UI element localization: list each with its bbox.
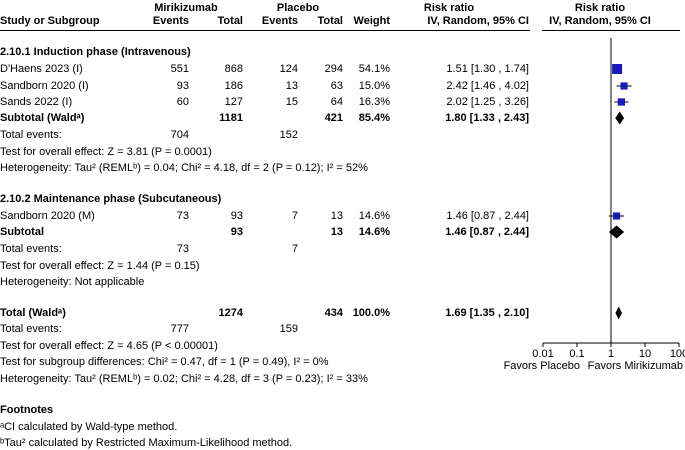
exp-total: 186 — [224, 80, 243, 92]
total-events-exp: 777 — [170, 323, 189, 335]
rr-method-header: IV, Random, 95% CI — [427, 15, 529, 27]
total-events-exp: 704 — [170, 129, 189, 141]
x-tick-label: 1 — [608, 348, 614, 360]
overall-effect-test: Test for overall effect: Z = 1.44 (P = 0… — [0, 260, 200, 272]
total-events-label: Total events: — [0, 323, 62, 335]
total-ci: 1.69 [1.35 , 2.10] — [445, 307, 529, 319]
total-events-label: Total events: — [0, 129, 62, 141]
study-name: Sands 2022 (I) — [0, 96, 73, 108]
risk-ratio-ci: 2.42 [1.46 , 4.02] — [446, 80, 529, 92]
total-weight: 100.0% — [352, 307, 390, 319]
risk-ratio-ci: 1.46 [0.87 , 2.44] — [446, 210, 529, 222]
experimental-group-header: Mirikizumab — [154, 2, 218, 14]
exp-events: 551 — [170, 63, 189, 75]
footnote-b: ᵇTau² calculated by Restricted Maximum-L… — [0, 437, 293, 449]
ctl-events-header: Events — [261, 15, 298, 27]
weight: 15.0% — [358, 80, 390, 92]
weight: 14.6% — [358, 210, 390, 222]
subtotal-ctl-total: 421 — [324, 112, 343, 124]
ctl-total: 63 — [330, 80, 343, 92]
x-tick-label: 100 — [670, 348, 685, 360]
subgroup-title: 2.10.1 Induction phase (Intravenous) — [0, 46, 191, 58]
overall-effect-test: Test for overall effect: Z = 4.65 (P < 0… — [0, 340, 218, 352]
total-events-label: Total events: — [0, 243, 62, 255]
total-events-ctl: 152 — [279, 129, 298, 141]
subtotal-exp-total: 1181 — [219, 112, 243, 124]
x-tick-label: 10 — [639, 348, 651, 360]
plot-title-header: Risk ratio — [574, 2, 626, 14]
subtotal-label: Subtotal (Waldᵃ) — [0, 112, 85, 124]
exp-events: 60 — [176, 96, 189, 108]
exp-total: 127 — [224, 96, 243, 108]
total-events-ctl: 159 — [279, 323, 298, 335]
footnotes-title: Footnotes — [0, 404, 54, 416]
ctl-events: 15 — [285, 96, 298, 108]
ctl-total: 294 — [324, 63, 343, 75]
weight-header: Weight — [353, 15, 390, 27]
header-rule-right — [542, 30, 680, 31]
exp-total: 868 — [224, 63, 243, 75]
study-name: Sandborn 2020 (I) — [0, 80, 89, 92]
ctl-events: 13 — [285, 80, 298, 92]
pooled-effect-diamond — [615, 306, 622, 320]
study-effect-marker — [613, 212, 621, 220]
study-effect-marker — [612, 64, 623, 74]
total-exp-total: 1274 — [218, 307, 243, 319]
study-effect-marker — [617, 98, 626, 106]
ctl-events: 124 — [279, 63, 298, 75]
risk-ratio-ci: 1.51 [1.30 , 1.74] — [446, 63, 529, 75]
subtotal-label: Subtotal — [0, 226, 44, 238]
total-label: Total (Waldᵃ) — [0, 307, 66, 319]
exp-events-header: Events — [152, 15, 189, 27]
favors-left-label: Favors Placebo — [504, 360, 580, 372]
header-rule-left — [0, 30, 530, 31]
subgroup-differences-test: Test for subgroup differences: Chi² = 0.… — [0, 356, 329, 368]
total-ctl-total: 434 — [324, 307, 343, 319]
heterogeneity-stat: Heterogeneity: Tau² (REMLᵇ) = 0.04; Chi²… — [0, 162, 368, 174]
exp-total-header: Total — [217, 15, 243, 27]
risk-ratio-header: Risk ratio — [423, 2, 475, 14]
exp-total: 93 — [230, 210, 243, 222]
subtotal-ctl-total: 13 — [330, 226, 343, 238]
weight: 54.1% — [358, 63, 390, 75]
weight: 16.3% — [358, 96, 390, 108]
heterogeneity-stat: Heterogeneity: Tau² (REMLᵇ) = 0.02; Chi²… — [0, 373, 368, 385]
subtotal-weight: 14.6% — [358, 226, 390, 238]
subtotal-weight: 85.4% — [358, 112, 390, 124]
subtotal-ci: 1.80 [1.33 , 2.43] — [445, 112, 529, 124]
risk-ratio-ci: 2.02 [1.25 , 3.26] — [446, 96, 529, 108]
pooled-effect-diamond — [615, 111, 625, 125]
plot-method-header: IV, Random, 95% CI — [549, 15, 651, 27]
ctl-total-header: Total — [317, 15, 343, 27]
x-tick-label: 0.1 — [569, 348, 584, 360]
heterogeneity-stat: Heterogeneity: Not applicable — [0, 276, 145, 288]
ctl-events: 7 — [291, 210, 298, 222]
study-effect-marker — [620, 82, 628, 90]
x-tick-label: 0.01 — [532, 348, 553, 360]
overall-effect-test: Test for overall effect: Z = 3.81 (P = 0… — [0, 146, 212, 158]
study-column-header: Study or Subgroup — [0, 15, 100, 27]
subtotal-ci: 1.46 [0.87 , 2.44] — [445, 226, 529, 238]
ctl-total: 13 — [330, 210, 343, 222]
ctl-total: 64 — [330, 96, 343, 108]
subgroup-title: 2.10.2 Maintenance phase (Subcutaneous) — [0, 193, 222, 205]
study-name: D'Haens 2023 (I) — [0, 63, 83, 75]
subtotal-exp-total: 93 — [230, 226, 243, 238]
exp-events: 73 — [176, 210, 189, 222]
total-events-exp: 73 — [176, 243, 189, 255]
footnote-a: ᵃCI calculated by Wald-type method. — [0, 421, 178, 433]
pooled-effect-diamond — [608, 225, 625, 239]
exp-events: 93 — [176, 80, 189, 92]
total-events-ctl: 7 — [291, 243, 298, 255]
favors-right-label: Favors Mirikizumab — [588, 360, 683, 372]
study-name: Sandborn 2020 (M) — [0, 210, 95, 222]
control-group-header: Placebo — [276, 2, 320, 14]
